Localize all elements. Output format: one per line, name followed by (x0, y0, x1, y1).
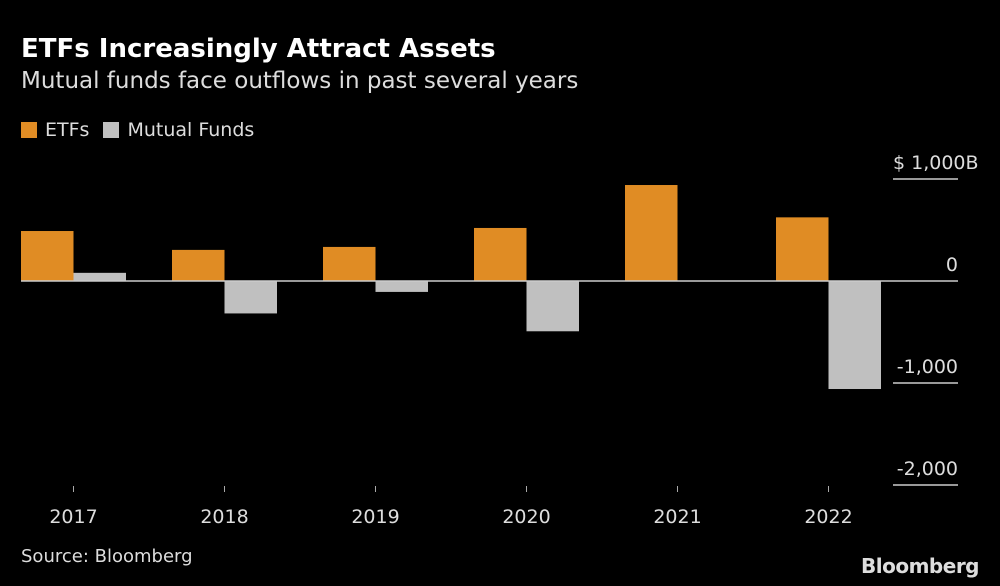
bloomberg-logo: Bloomberg (861, 554, 979, 578)
chart-title: ETFs Increasingly Attract Assets (21, 34, 496, 64)
x-tick-label-2018: 2018 (200, 506, 248, 528)
bar-mutual-funds-2018 (224, 281, 277, 314)
source-note: Source: Bloomberg (21, 546, 193, 567)
legend-label-etfs: ETFs (45, 119, 90, 141)
bar-etfs-2020 (474, 227, 527, 281)
y-tick-label-0: 0 (946, 254, 958, 276)
x-tick-label-2021: 2021 (653, 506, 701, 528)
legend-label-mutual-funds: Mutual Funds (127, 119, 255, 141)
bar-etfs-2017 (21, 231, 74, 281)
bar-etfs-2021 (625, 185, 678, 281)
bar-etfs-2022 (776, 217, 829, 281)
bar-etfs-2018 (172, 249, 225, 281)
bar-etfs-2019 (323, 246, 376, 281)
bar-mutual-funds-2017 (73, 272, 126, 281)
legend-swatch-etfs (21, 122, 37, 138)
x-tick-label-2019: 2019 (351, 506, 399, 528)
chart-subtitle: Mutual funds face outflows in past sever… (21, 68, 579, 94)
x-tick-label-2022: 2022 (804, 506, 852, 528)
legend-swatch-mutual-funds (103, 122, 120, 138)
x-tick-label-2017: 2017 (49, 506, 97, 528)
legend: ETFs Mutual Funds (21, 119, 254, 141)
y-tick-label-1000: $ 1,000B (893, 152, 979, 174)
bar-mutual-funds-2020 (526, 281, 579, 332)
bar-mutual-funds-2019 (375, 281, 428, 292)
legend-item-mutual-funds: Mutual Funds (103, 119, 254, 141)
y-tick-label--1000: -1,000 (897, 356, 958, 378)
y-tick-label--2000: -2,000 (897, 458, 958, 480)
x-tick-label-2020: 2020 (502, 506, 550, 528)
legend-item-etfs: ETFs (21, 119, 89, 141)
bar-mutual-funds-2022 (828, 281, 881, 390)
